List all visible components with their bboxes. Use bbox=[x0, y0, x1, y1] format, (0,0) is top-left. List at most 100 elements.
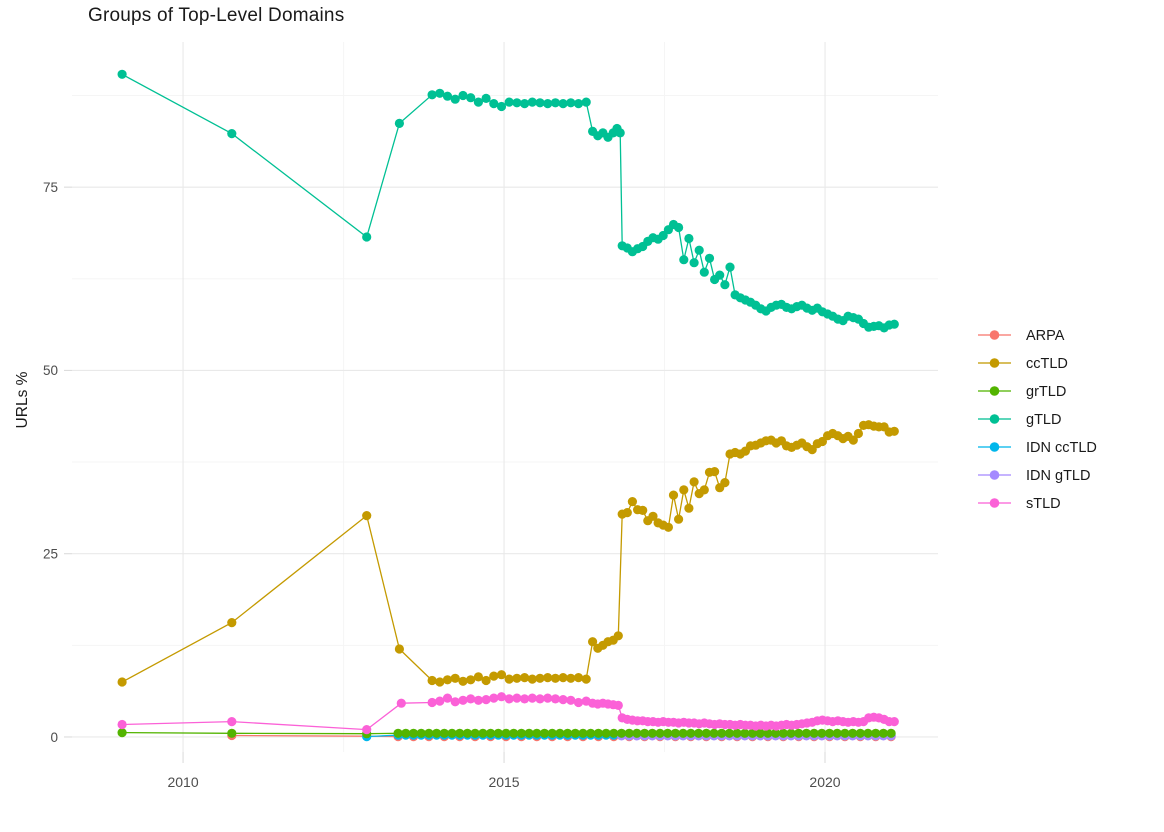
data-point bbox=[516, 728, 527, 738]
data-point bbox=[227, 618, 237, 628]
data-point bbox=[547, 728, 557, 738]
y-tick-label: 50 bbox=[43, 363, 58, 378]
data-point bbox=[504, 694, 514, 704]
data-point bbox=[520, 99, 530, 109]
data-point bbox=[613, 700, 623, 711]
data-point bbox=[117, 728, 127, 738]
data-point bbox=[647, 728, 657, 738]
data-point bbox=[532, 728, 542, 738]
data-point bbox=[889, 426, 899, 436]
data-point bbox=[684, 503, 694, 513]
data-point bbox=[496, 670, 507, 680]
data-point bbox=[481, 675, 491, 686]
data-point bbox=[863, 728, 873, 738]
data-point bbox=[555, 728, 565, 738]
data-point bbox=[704, 253, 715, 263]
data-point bbox=[615, 128, 625, 138]
data-point bbox=[889, 319, 899, 329]
data-point bbox=[473, 97, 483, 107]
data-point bbox=[581, 674, 591, 684]
data-point bbox=[694, 728, 704, 738]
legend-label: sTLD bbox=[1026, 496, 1061, 512]
data-point bbox=[496, 692, 507, 702]
data-point bbox=[535, 98, 545, 108]
data-point bbox=[886, 728, 896, 738]
data-point bbox=[747, 728, 758, 738]
data-point bbox=[462, 728, 472, 738]
data-point bbox=[558, 695, 568, 705]
data-point bbox=[732, 728, 742, 738]
data-point bbox=[786, 728, 796, 738]
legend-label: ccTLD bbox=[1026, 356, 1068, 372]
data-point bbox=[715, 270, 725, 280]
data-point bbox=[435, 88, 445, 98]
data-point bbox=[466, 675, 476, 685]
chart-title: Groups of Top-Level Domains bbox=[88, 5, 345, 26]
data-point bbox=[638, 505, 648, 515]
data-point bbox=[699, 267, 709, 277]
data-point bbox=[393, 728, 403, 738]
legend-item-idn-gtld: IDN gTLD bbox=[978, 468, 1090, 484]
data-point bbox=[668, 490, 679, 500]
data-point bbox=[663, 728, 673, 738]
data-point bbox=[558, 99, 568, 109]
y-tick-label: 0 bbox=[50, 730, 58, 745]
data-point bbox=[679, 255, 689, 265]
data-point bbox=[117, 677, 127, 687]
data-point bbox=[624, 728, 634, 738]
legend-label: ARPA bbox=[1026, 328, 1065, 344]
data-point bbox=[543, 693, 553, 703]
data-point bbox=[512, 98, 522, 108]
y-tick-label: 75 bbox=[43, 180, 58, 195]
data-point bbox=[435, 677, 445, 687]
data-point bbox=[493, 728, 503, 738]
data-point bbox=[824, 728, 835, 738]
legend-label: gTLD bbox=[1026, 412, 1061, 428]
data-point bbox=[442, 91, 453, 101]
data-point bbox=[709, 728, 719, 738]
data-point bbox=[889, 717, 899, 727]
data-point bbox=[227, 717, 237, 727]
data-point bbox=[840, 728, 850, 738]
data-point bbox=[539, 728, 550, 738]
data-point bbox=[520, 694, 530, 704]
data-point bbox=[699, 485, 709, 495]
data-point bbox=[627, 497, 638, 507]
data-point bbox=[524, 728, 534, 738]
legend-key-dot bbox=[989, 414, 1000, 424]
data-point bbox=[801, 728, 812, 738]
data-point bbox=[512, 673, 522, 683]
legend-label: IDN ccTLD bbox=[1026, 440, 1097, 456]
data-point bbox=[466, 694, 476, 704]
data-point bbox=[778, 728, 788, 738]
x-tick-label: 2015 bbox=[488, 774, 519, 790]
data-point bbox=[588, 637, 598, 647]
data-point bbox=[563, 728, 573, 738]
data-point bbox=[853, 428, 864, 439]
legend-item-cctld: ccTLD bbox=[978, 356, 1068, 372]
data-point bbox=[578, 728, 588, 738]
legend-label: IDN gTLD bbox=[1026, 468, 1090, 484]
data-point bbox=[586, 728, 596, 738]
data-point bbox=[686, 728, 696, 738]
data-point bbox=[447, 728, 457, 738]
legend-item-gtld: gTLD bbox=[978, 412, 1061, 428]
legend-item-idn-cctld: IDN ccTLD bbox=[978, 440, 1097, 456]
data-point bbox=[663, 522, 674, 532]
legend-item-stld: sTLD bbox=[978, 496, 1061, 512]
data-point bbox=[809, 728, 819, 738]
data-point bbox=[450, 697, 460, 707]
data-point bbox=[427, 90, 437, 100]
data-point bbox=[450, 94, 460, 104]
data-point bbox=[550, 694, 561, 704]
data-point bbox=[573, 99, 584, 109]
data-point bbox=[455, 728, 465, 738]
data-point bbox=[535, 694, 545, 704]
data-point bbox=[848, 728, 858, 738]
data-point bbox=[710, 467, 720, 477]
data-point bbox=[442, 675, 453, 685]
data-point bbox=[509, 728, 519, 738]
data-point bbox=[442, 693, 453, 703]
data-point bbox=[717, 728, 727, 738]
data-point bbox=[689, 477, 699, 487]
